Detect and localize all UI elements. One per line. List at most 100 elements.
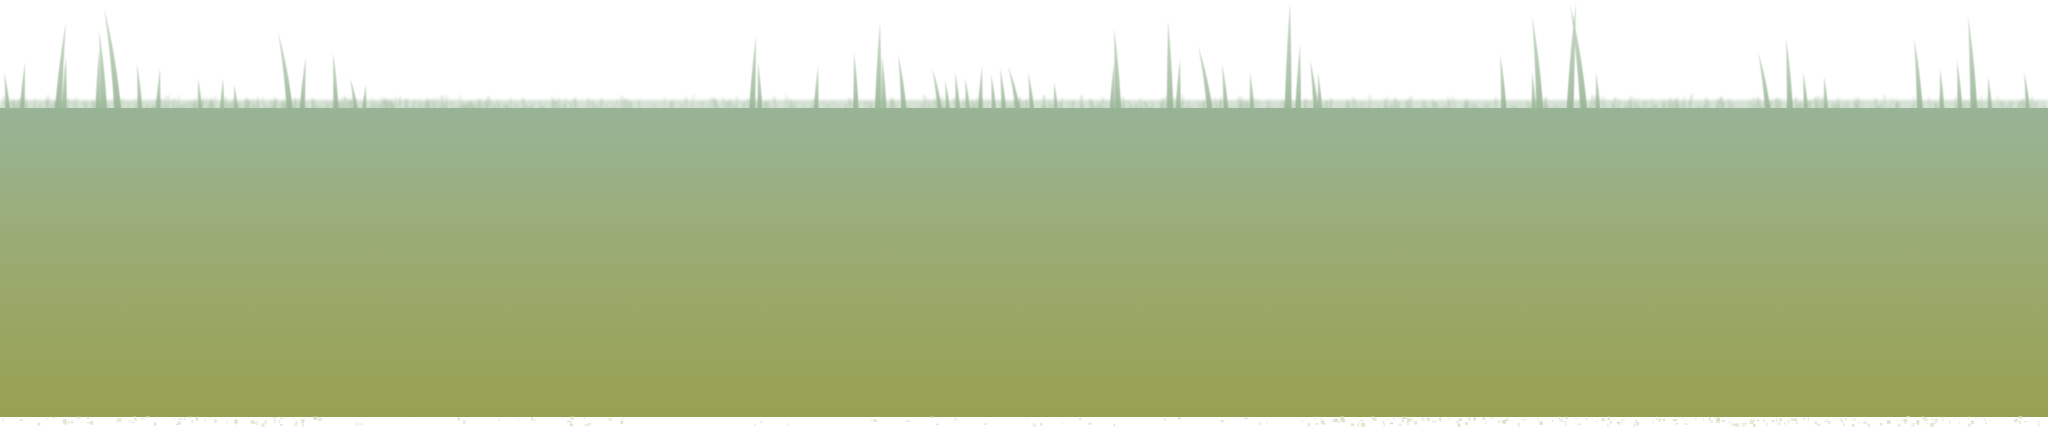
- fringe-speck: [1863, 421, 1867, 425]
- fringe-speck: [294, 422, 298, 427]
- fringe-speck: [1390, 422, 1394, 425]
- fringe-speck: [256, 421, 259, 426]
- fringe-speck: [2018, 416, 2023, 419]
- fringe-speck: [1935, 418, 1938, 422]
- fringe-speck: [1457, 420, 1460, 422]
- fringe-speck: [235, 421, 237, 425]
- fringe-speck: [318, 417, 322, 422]
- fringe-speck: [63, 422, 68, 425]
- fringe-speck: [1795, 421, 1798, 424]
- fringe-speck: [1371, 416, 1375, 420]
- fringe-speck: [1498, 419, 1500, 424]
- fringe-speck: [1607, 423, 1609, 427]
- fringe-speck: [1967, 423, 1972, 427]
- fringe-speck: [86, 422, 91, 424]
- fringe-speck: [62, 419, 67, 424]
- fringe-speck: [1439, 420, 1442, 422]
- grass-blade: [1786, 38, 1793, 112]
- fringe-speck: [1852, 423, 1855, 427]
- fringe-speck: [295, 420, 298, 423]
- fringe-speck: [1933, 422, 1936, 424]
- fringe-speck: [621, 418, 624, 421]
- grass-blade: [977, 66, 983, 112]
- fringe-speck: [1793, 418, 1798, 421]
- fringe-speck: [1836, 418, 1839, 421]
- fringe-speck: [1220, 420, 1224, 423]
- grass-blade: [991, 74, 997, 112]
- grass-blade: [1295, 44, 1301, 112]
- fringe-speck: [1373, 417, 1377, 422]
- fringe-speck: [1779, 418, 1782, 422]
- grass-blade: [333, 52, 339, 112]
- grass-blade: [1114, 28, 1122, 112]
- fringe-speck: [1716, 417, 1720, 422]
- grass-blade: [1166, 20, 1174, 112]
- bottom-fringe: [0, 416, 2048, 427]
- fringe-speck: [1062, 422, 1064, 424]
- fringe-speck: [213, 419, 217, 423]
- fringe-speck: [1456, 421, 1459, 424]
- grass-blade: [748, 36, 756, 112]
- fringe-speck: [1708, 416, 1711, 421]
- fringe-speck: [1741, 422, 1746, 427]
- fringe-speck: [533, 418, 536, 422]
- fringe-speck: [1975, 417, 1977, 419]
- fringe-speck: [2024, 421, 2027, 423]
- grass-blade: [881, 56, 887, 112]
- fringe-speck: [983, 423, 987, 425]
- grass-blade: [299, 56, 306, 112]
- grass-blade: [1000, 68, 1007, 112]
- fringe-speck: [1577, 423, 1582, 426]
- fringe-speck: [1358, 421, 1360, 424]
- fringe-speck: [195, 416, 198, 421]
- grass-blade: [1175, 58, 1181, 112]
- fringe-speck: [1851, 419, 1853, 421]
- fringe-speck: [176, 423, 178, 425]
- fringe-speck: [209, 417, 211, 419]
- fringe-speck: [1930, 418, 1934, 421]
- fringe-speck: [1862, 422, 1867, 424]
- grass-blade: [1198, 46, 1213, 112]
- fringe-speck: [929, 416, 934, 418]
- fringe-speck: [313, 416, 317, 420]
- fringe-speck: [1635, 419, 1638, 423]
- fringe-speck: [358, 423, 363, 425]
- fringe-speck: [1633, 423, 1636, 427]
- fringe-speck: [234, 419, 238, 424]
- fringe-speck: [1990, 419, 1992, 421]
- grass-blade: [104, 8, 122, 112]
- fringe-speck: [1934, 418, 1938, 423]
- grass-blade: [1284, 2, 1292, 112]
- fringe-speck: [204, 418, 206, 423]
- fringe-speck: [874, 419, 877, 422]
- fringe-speck: [1771, 419, 1775, 422]
- fringe-speck: [301, 423, 304, 427]
- grass-blade: [1222, 64, 1229, 112]
- fringe-speck: [1895, 419, 1899, 422]
- fringe-speck: [531, 417, 533, 421]
- fringe-speck: [293, 417, 295, 421]
- fringe-speck: [1258, 421, 1262, 425]
- grass-blade: [853, 52, 859, 112]
- fringe-speck: [1931, 422, 1934, 426]
- fringe-speck: [71, 422, 73, 424]
- fringe-speck: [77, 416, 81, 419]
- fringe-speck: [1465, 421, 1468, 426]
- fringe-speck: [1398, 423, 1402, 426]
- fringe-speck: [1897, 423, 1901, 427]
- fringe-speck: [274, 419, 276, 423]
- fringe-speck: [1791, 419, 1794, 422]
- fringe-speck: [570, 416, 575, 421]
- fringe-speck: [2, 418, 4, 422]
- fringe-speck: [1658, 419, 1661, 422]
- fringe-speck: [1608, 416, 1610, 420]
- fringe-speck: [1756, 419, 1760, 422]
- fringe-speck: [1266, 422, 1268, 424]
- fringe-speck: [1763, 419, 1766, 423]
- fringe-speck: [1407, 418, 1411, 422]
- fringe-speck: [1357, 423, 1360, 427]
- fringe-speck: [1916, 420, 1920, 424]
- fringe-speck: [280, 417, 284, 419]
